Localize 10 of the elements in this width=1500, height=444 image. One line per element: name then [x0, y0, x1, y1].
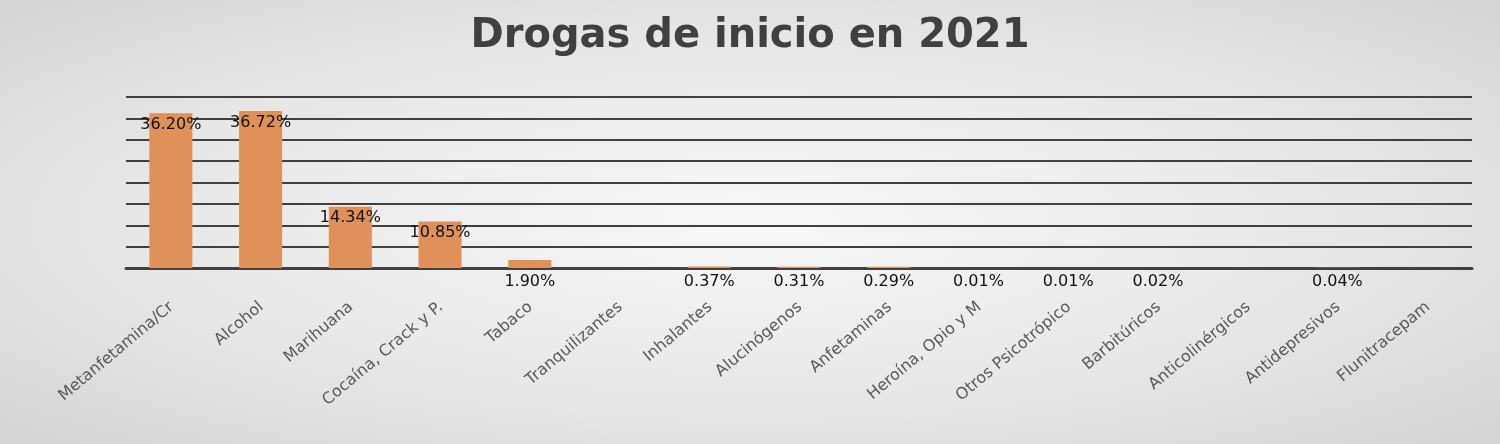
data-label: 0.37% [683, 270, 735, 290]
data-label: 0.01% [953, 270, 1004, 290]
data-label: 0.29% [863, 270, 915, 290]
data-label: 0.31% [773, 270, 825, 290]
bar [508, 259, 552, 268]
chart-title: Drogas de inicio en 2021 [470, 10, 1030, 56]
data-label: 1.90% [504, 270, 556, 290]
data-label: 0.01% [1042, 270, 1094, 290]
data-label: 0.02% [1132, 270, 1184, 290]
data-label: 0.04% [1311, 270, 1363, 290]
